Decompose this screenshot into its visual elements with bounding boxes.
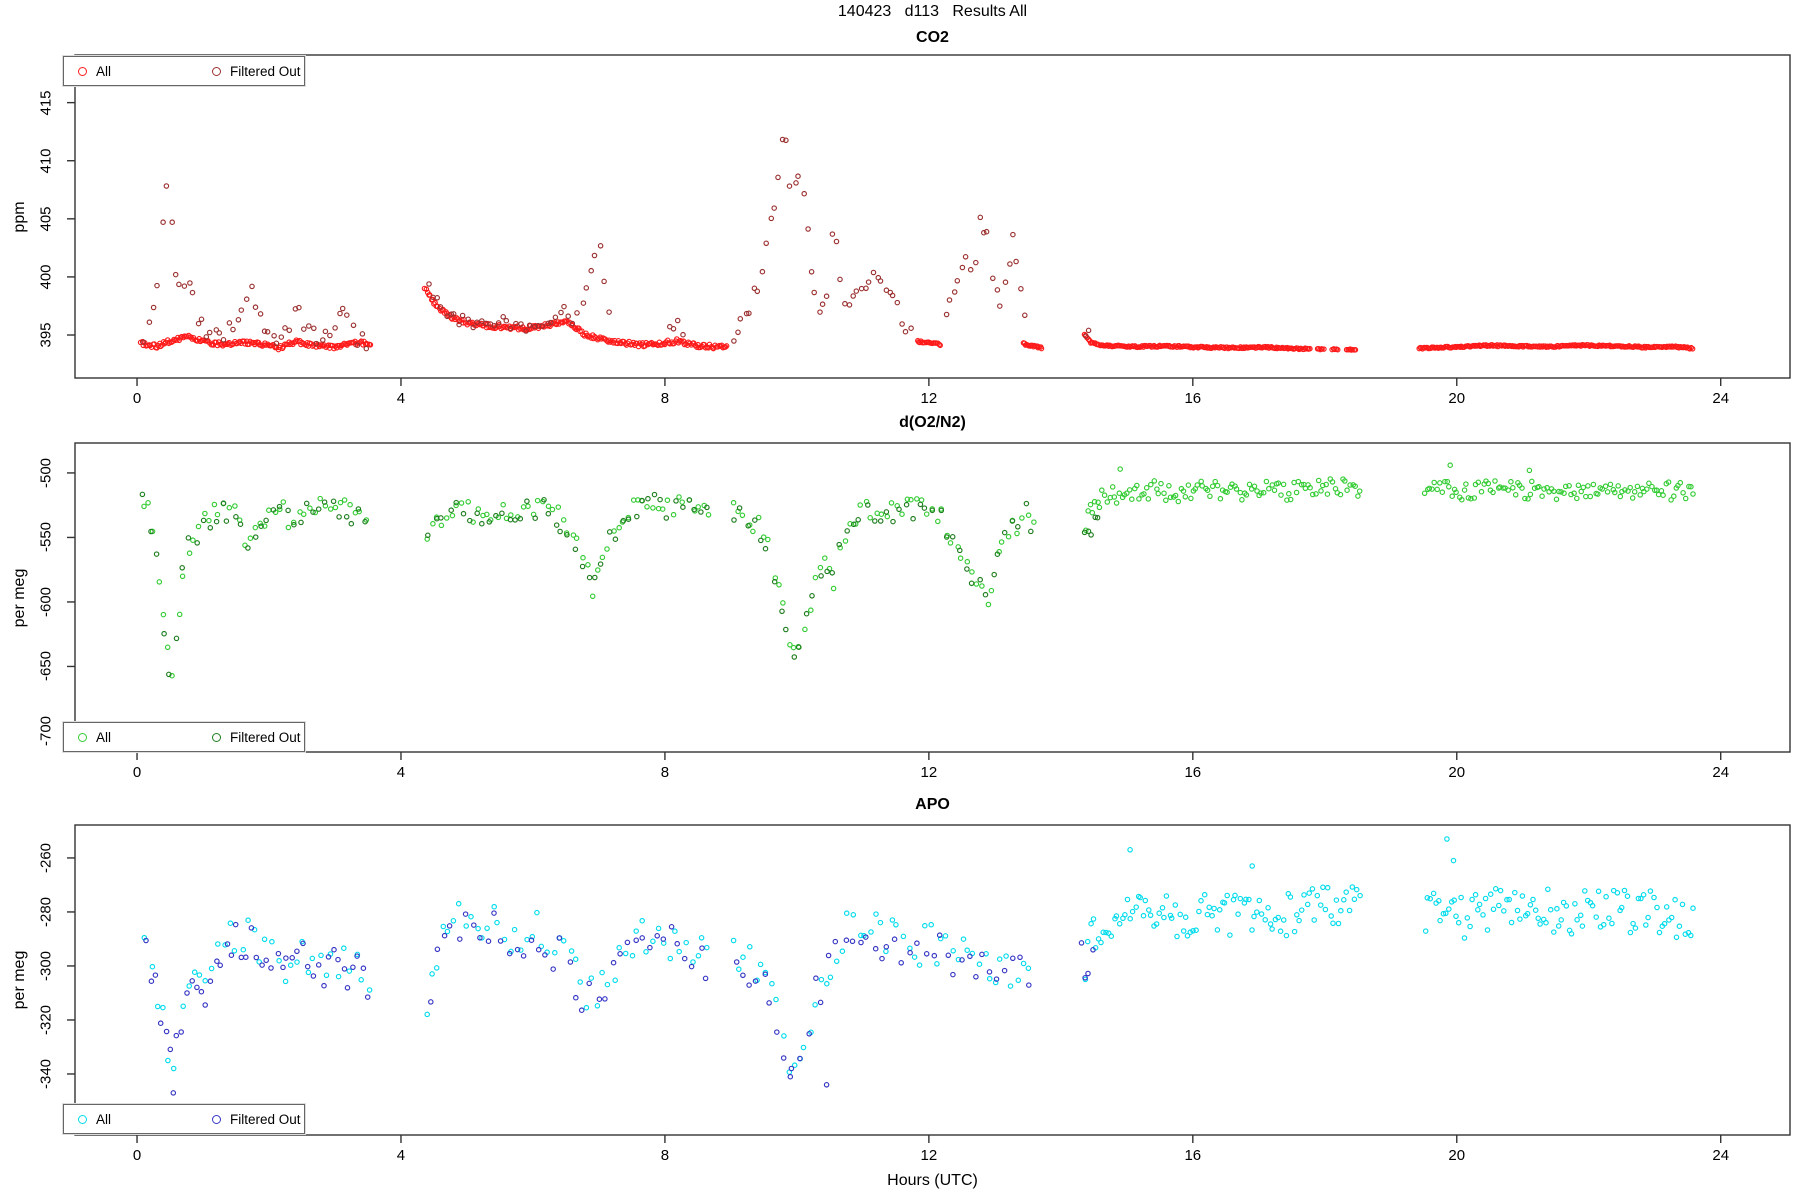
series-apo-filtered [143,910,1096,1096]
y-tick-label: -260 [37,842,55,873]
legend-item-filtered: Filtered Out [212,730,301,745]
x-tick-label: 12 [920,764,938,781]
y-tick-label: -500 [37,457,55,488]
legend-do2n2: All Filtered Out [63,722,305,752]
legend-item-all: All [78,64,212,79]
y-tick-label: 400 [37,264,55,290]
x-tick-label: 12 [920,1147,938,1164]
panel-title-do2n2: d(O2/N2) [899,414,966,431]
x-tick-label: 24 [1712,390,1730,407]
y-tick-label: 405 [37,206,55,232]
x-tick-label: 16 [1184,1147,1202,1164]
series-do2n2-filtered [139,491,1101,678]
panel-border-co2 [74,54,1791,379]
x-tick-label: 16 [1184,764,1202,781]
y-tick-label: -340 [37,1058,55,1089]
panel-title-co2: CO2 [916,29,949,46]
legend-label-all: All [96,1111,112,1127]
x-tick-label: 4 [396,390,406,407]
y-axis-label-co2: ppm [11,200,28,233]
y-tick-label: -600 [37,586,55,617]
y-axis-label-do2n2: per meg [11,568,28,627]
y-tick-label: -300 [37,950,55,981]
filtered-marker-icon [212,732,221,742]
legend-label-filtered: Filtered Out [230,1111,301,1127]
y-tick-label: -320 [37,1004,55,1035]
x-tick-label: 20 [1448,764,1466,781]
legend-label-filtered: Filtered Out [230,63,301,79]
legend-label-all: All [96,729,112,745]
x-tick-label: 4 [396,1147,406,1164]
filtered-marker-icon [212,66,221,76]
legend-label-filtered: Filtered Out [230,729,301,745]
series-apo-all [141,836,1696,1075]
legend-label-all: All [96,63,112,79]
legend-item-all: All [78,730,212,745]
y-tick-label: -650 [37,651,55,682]
x-tick-label: 8 [660,764,670,781]
panel-border-do2n2 [74,442,1791,753]
x-tick-label: 12 [920,390,938,407]
panel-border-apo [74,824,1791,1136]
panel-title-apo: APO [915,796,950,813]
x-tick-label: 20 [1448,1147,1466,1164]
x-tick-label: 20 [1448,390,1466,407]
all-marker-icon [78,1114,87,1124]
legend-co2: All Filtered Out [63,56,305,86]
main-title: 140423 d113 Results All [837,3,1028,20]
legend-item-all: All [78,1112,212,1127]
x-tick-label: 0 [132,764,142,781]
x-tick-label: 4 [396,764,406,781]
x-tick-label: 24 [1712,1147,1730,1164]
x-tick-label: 16 [1184,390,1202,407]
x-tick-label: 0 [132,390,142,407]
y-tick-label: 410 [37,148,55,174]
x-tick-label: 8 [660,1147,670,1164]
series-co2-filtered [140,136,1092,352]
y-tick-label: -280 [37,896,55,927]
all-marker-icon [78,732,87,742]
y-axis-label-apo: per meg [11,950,28,1010]
y-tick-label: 395 [37,322,55,348]
y-tick-label: 415 [37,90,55,116]
filtered-marker-icon [212,1114,221,1124]
all-marker-icon [78,66,87,76]
legend-item-filtered: Filtered Out [212,64,301,79]
x-tick-label: 8 [660,390,670,407]
legend-item-filtered: Filtered Out [212,1112,301,1127]
y-tick-label: -700 [37,715,55,746]
series-do2n2-all [141,462,1696,679]
legend-apo: All Filtered Out [63,1104,305,1134]
x-tick-label: 0 [132,1147,142,1164]
x-axis-label: Hours (UTC) [887,1172,978,1189]
series-co2-all [137,285,1696,353]
x-tick-label: 24 [1712,764,1730,781]
y-tick-label: -550 [37,522,55,553]
